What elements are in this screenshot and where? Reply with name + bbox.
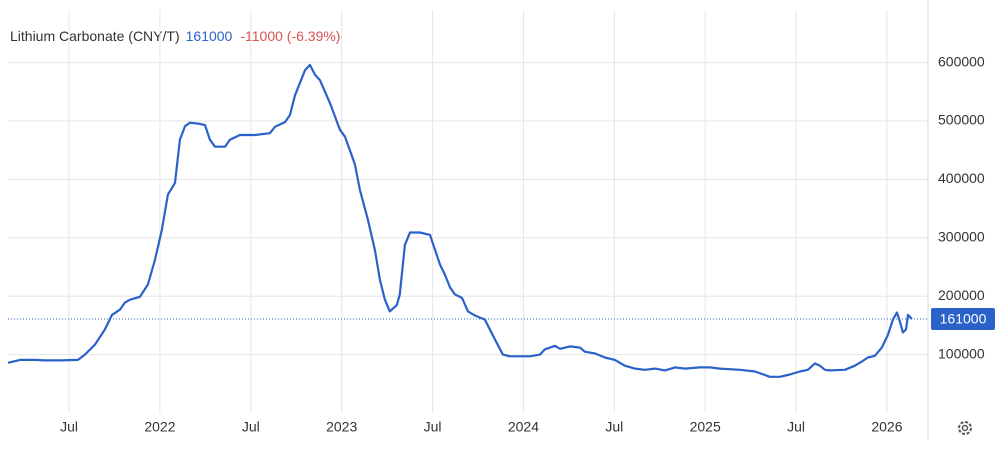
price-line xyxy=(7,63,913,378)
y-tick-label: 500000 xyxy=(938,112,985,128)
gear-teeth xyxy=(958,421,972,435)
x-tick-label: 2024 xyxy=(508,419,539,435)
last-value-box xyxy=(931,307,995,330)
change: -11000 (-6.39%) xyxy=(240,28,340,44)
y-tick-label: 300000 xyxy=(938,228,985,244)
x-tick-label: Jul xyxy=(787,419,805,435)
x-tick-label: Jul xyxy=(605,419,623,435)
y-tick-label: 600000 xyxy=(938,53,985,69)
x-tick-label: Jul xyxy=(60,419,78,435)
x-tick-label: 2025 xyxy=(690,419,721,435)
chart-header: Lithium Carbonate (CNY/T) 161000 -11000 (-… xyxy=(10,28,340,44)
x-tick-label: Jul xyxy=(424,419,442,435)
x-tick-label: 2026 xyxy=(871,419,902,435)
chart-title: Lithium Carbonate (CNY/T) xyxy=(10,28,180,44)
y-tick-label: 200000 xyxy=(938,287,985,303)
last-value-label: 161000 xyxy=(940,311,987,327)
gear-hub xyxy=(961,424,969,432)
last-value: 161000 xyxy=(186,28,233,44)
y-tick-label: 400000 xyxy=(938,170,985,186)
x-tick-label: 2022 xyxy=(144,419,175,435)
settings-icon[interactable] xyxy=(958,421,972,435)
grid xyxy=(8,10,928,413)
y-tick-label: 100000 xyxy=(938,345,985,361)
x-tick-label: 2023 xyxy=(326,419,357,435)
x-tick-label: Jul xyxy=(242,419,260,435)
